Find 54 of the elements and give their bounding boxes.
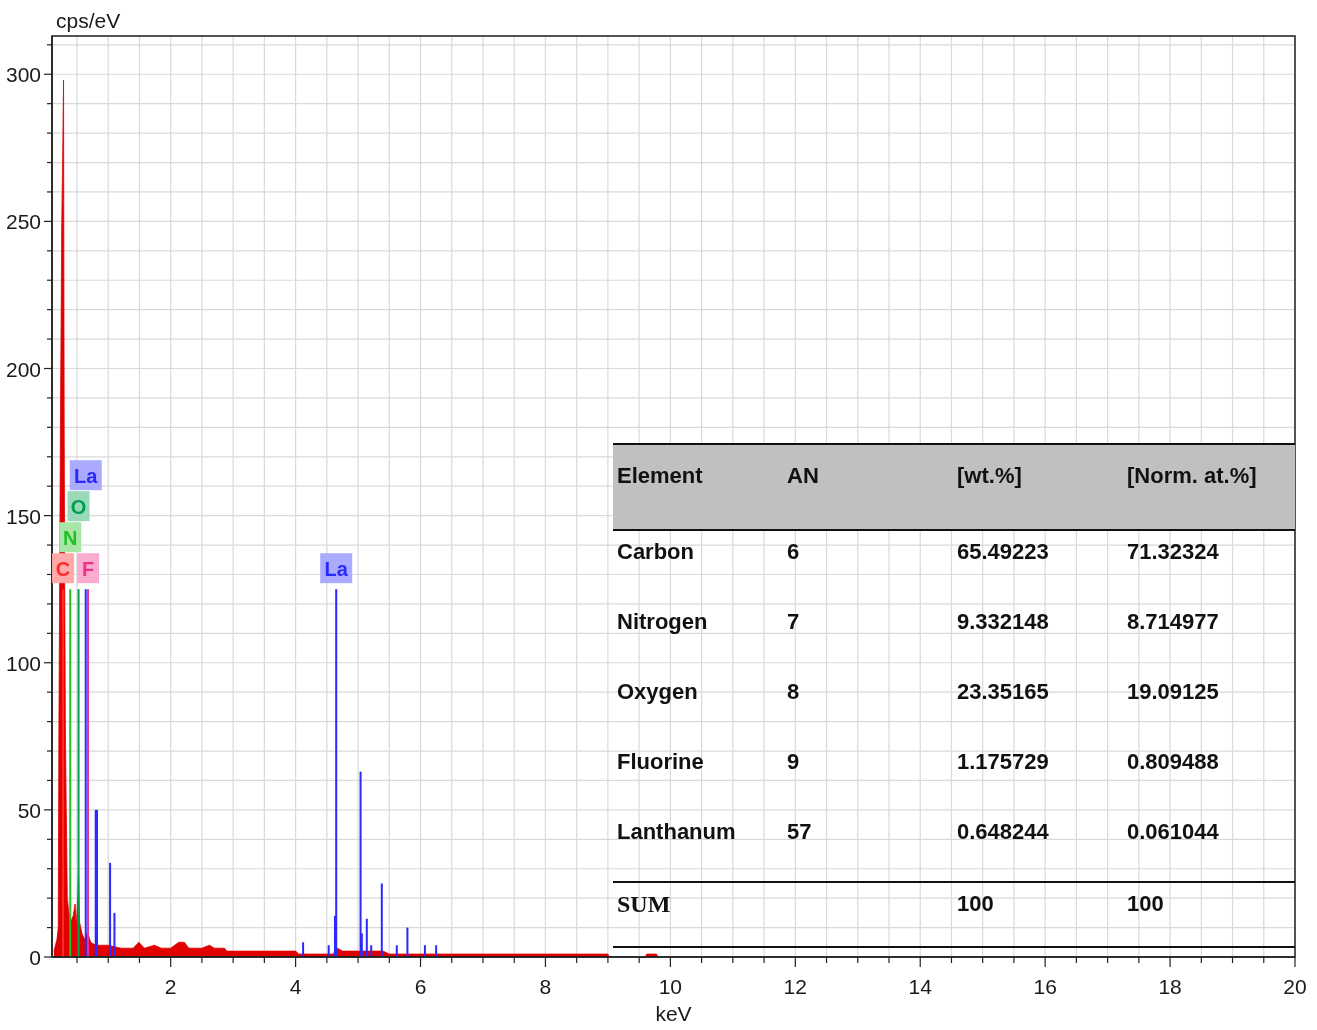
- x-tick-label: 18: [1158, 974, 1182, 998]
- category-label: Fluorine: [617, 749, 704, 774]
- category-label: Nitrogen: [617, 609, 708, 634]
- data-label: 8: [786, 678, 801, 706]
- y-tick-label: 200: [5, 357, 41, 380]
- data-label: 100: [956, 890, 995, 918]
- data-label: 23.35165: [956, 678, 1050, 706]
- series-label: F: [81, 558, 95, 581]
- x-tick-label: 8: [539, 974, 552, 998]
- series-label: C: [55, 558, 71, 581]
- x-tick-label: 4: [289, 974, 302, 998]
- data-label: 8.714977: [1126, 608, 1220, 636]
- data-label: 9.332148: [956, 608, 1050, 636]
- text: Element: [616, 462, 704, 490]
- data-label: 6: [786, 538, 801, 566]
- data-label: 19.09125: [1126, 678, 1220, 706]
- data-label: 0.809488: [1126, 748, 1220, 776]
- text: [Norm. at.%]: [1126, 462, 1258, 490]
- category-label: SUM: [617, 891, 671, 917]
- category-label: Carbon: [617, 539, 694, 564]
- data-label: 100: [1126, 890, 1165, 918]
- data-label: 57: [786, 818, 813, 846]
- category-label: Lanthanum: [617, 819, 736, 844]
- data-label: 65.49223: [956, 538, 1050, 566]
- data-label: 71.32324: [1126, 538, 1220, 566]
- y-tick-label: 300: [5, 62, 41, 86]
- x-tick-label: 12: [783, 974, 807, 998]
- label-tag: C: [52, 553, 75, 584]
- x-tick-label: 6: [414, 974, 427, 998]
- data-label: 0.061044: [1126, 818, 1220, 846]
- data-label: 0.648244: [956, 818, 1050, 846]
- label-tag: O: [67, 491, 90, 522]
- label-tag: La: [320, 553, 353, 584]
- data-label: 1.175729: [956, 748, 1050, 776]
- text: [wt.%]: [956, 462, 1023, 490]
- y-tick-label: 150: [5, 504, 41, 528]
- data-label: 9: [786, 748, 801, 776]
- y-tick-label: 50: [17, 798, 41, 822]
- y-axis-title: cps/eV: [56, 9, 121, 32]
- y-tick-label: 0: [29, 945, 41, 969]
- label-tag: N: [59, 522, 82, 553]
- x-tick-label: 2: [164, 974, 177, 998]
- label-tag: La: [69, 460, 102, 491]
- x-tick-label: 10: [658, 974, 683, 998]
- text: AN: [786, 462, 820, 490]
- y-tick-label: 250: [5, 209, 41, 233]
- x-tick-label: 20: [1283, 974, 1307, 998]
- data-label: 7: [786, 608, 801, 636]
- label-tag: F: [77, 553, 100, 584]
- x-tick-label: 14: [908, 974, 933, 998]
- x-axis-title: keV: [655, 1002, 692, 1025]
- x-tick-label: 16: [1033, 974, 1057, 998]
- y-tick-label: 100: [5, 651, 41, 675]
- category-label: Oxygen: [617, 679, 698, 704]
